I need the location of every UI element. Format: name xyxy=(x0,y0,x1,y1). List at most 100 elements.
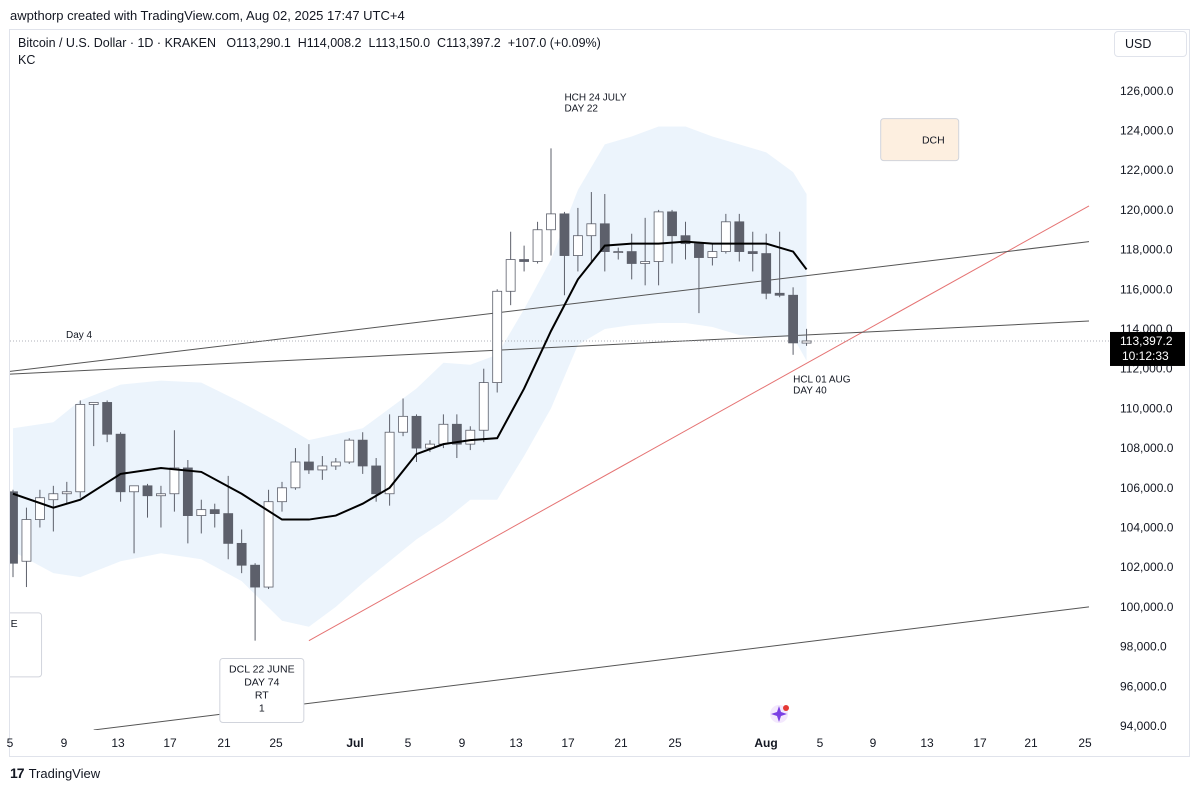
currency-selector[interactable]: USD xyxy=(1114,31,1187,57)
candle xyxy=(102,400,113,443)
candle-body xyxy=(330,461,341,467)
symbol-name[interactable]: Bitcoin / U.S. Dollar · 1D · KRAKEN xyxy=(18,36,216,50)
candle-body xyxy=(801,340,812,344)
candle-body xyxy=(465,429,476,445)
y-tick-label: 116,000.0 xyxy=(1120,282,1173,296)
candle-body xyxy=(61,491,72,495)
annotation-5-june: 5 JUNEY 58RT1 xyxy=(0,612,43,678)
candle xyxy=(357,432,368,474)
candle-body xyxy=(223,513,234,544)
y-tick-label: 110,000.0 xyxy=(1120,401,1173,415)
candle xyxy=(129,485,139,554)
annotation-box xyxy=(219,658,305,724)
close-label: C xyxy=(437,36,447,50)
sparkle-icon xyxy=(770,705,789,723)
candle-body xyxy=(156,493,166,497)
y-tick-label: 124,000.0 xyxy=(1120,124,1174,138)
candle-body xyxy=(290,461,301,489)
y-tick-label: 98,000.0 xyxy=(1120,640,1167,654)
annotation-text: 1 xyxy=(0,657,3,669)
trendline-1 xyxy=(308,205,1090,642)
change-value: +107.0 (+0.09%) xyxy=(507,36,601,50)
annotation-text: DAY 74 xyxy=(244,677,279,689)
candle xyxy=(88,402,99,447)
annotation-text: 5 JUNE xyxy=(0,618,18,630)
candle xyxy=(667,209,677,264)
candle-body xyxy=(48,493,59,501)
candle xyxy=(747,231,758,272)
x-tick-label: 25 xyxy=(269,736,283,750)
candle-body xyxy=(747,251,758,254)
candle xyxy=(223,475,234,560)
annotation-text: HCH 24 JULY xyxy=(564,93,626,104)
candle-body xyxy=(546,213,556,231)
y-tick-label: 118,000.0 xyxy=(1120,243,1173,257)
candle-body xyxy=(317,465,328,471)
candle-body xyxy=(626,251,637,264)
candle xyxy=(492,289,503,393)
candle-body xyxy=(129,485,139,493)
candle xyxy=(156,485,166,528)
tradingview-logo-icon: 17 xyxy=(10,765,25,781)
y-tick-label: 100,000.0 xyxy=(1120,600,1174,614)
trendline-3 xyxy=(10,320,1090,375)
annotation-box xyxy=(880,118,960,162)
candle xyxy=(734,213,745,262)
x-tick-label: 21 xyxy=(1024,736,1038,750)
candle xyxy=(277,481,287,512)
candle xyxy=(182,460,193,544)
x-tick-label: 9 xyxy=(459,736,466,750)
x-tick-label: 21 xyxy=(614,736,628,750)
annotation-text: DAY 40 xyxy=(793,386,827,397)
candle xyxy=(317,456,328,480)
candle-body xyxy=(478,382,489,431)
x-tick-label: 9 xyxy=(870,736,877,750)
x-tick-label: 5 xyxy=(405,736,412,750)
indicator-label[interactable]: KC xyxy=(18,53,36,67)
x-tick-label: 17 xyxy=(973,736,987,750)
tradingview-brand[interactable]: 17 TradingView xyxy=(10,765,100,781)
candle-body xyxy=(613,251,624,253)
candle xyxy=(290,448,301,490)
candle-body xyxy=(451,423,462,445)
candle-body xyxy=(411,415,422,449)
candle xyxy=(398,398,408,437)
candle-body xyxy=(532,229,543,262)
candle xyxy=(330,458,341,470)
candle xyxy=(626,233,637,280)
candle-body xyxy=(559,213,570,256)
y-tick-label: 126,000.0 xyxy=(1120,84,1174,98)
high-value: 114,008.2 xyxy=(306,36,362,50)
candle-body xyxy=(492,290,503,383)
current-price-marker xyxy=(1110,331,1185,366)
kc-band xyxy=(13,126,807,627)
candle-body xyxy=(667,211,677,237)
kc-midline xyxy=(12,240,808,521)
low-value: 113,150.0 xyxy=(375,36,431,50)
x-tick-label: 5 xyxy=(817,736,824,750)
candle-body xyxy=(694,243,704,258)
candle xyxy=(236,529,247,574)
candle-body xyxy=(344,439,355,463)
candle-body xyxy=(169,467,180,495)
candle-body xyxy=(788,294,798,344)
close-value: 113,397.2 xyxy=(446,36,501,50)
candle-body xyxy=(35,497,45,520)
x-tick-label: 13 xyxy=(920,736,934,750)
candle xyxy=(35,489,45,528)
annotation-text: 1 xyxy=(259,703,265,715)
annotation-text: DCH xyxy=(922,135,945,147)
annotation-text: HCL 01 AUG xyxy=(793,375,851,386)
candle xyxy=(75,400,86,498)
candle xyxy=(546,148,556,256)
candle xyxy=(384,414,395,506)
trendline-2 xyxy=(10,241,1090,372)
countdown-label: 10:12:33 xyxy=(1122,349,1169,363)
candle xyxy=(61,481,72,504)
hline-label: Day 4 xyxy=(66,330,93,341)
candle xyxy=(613,247,624,260)
